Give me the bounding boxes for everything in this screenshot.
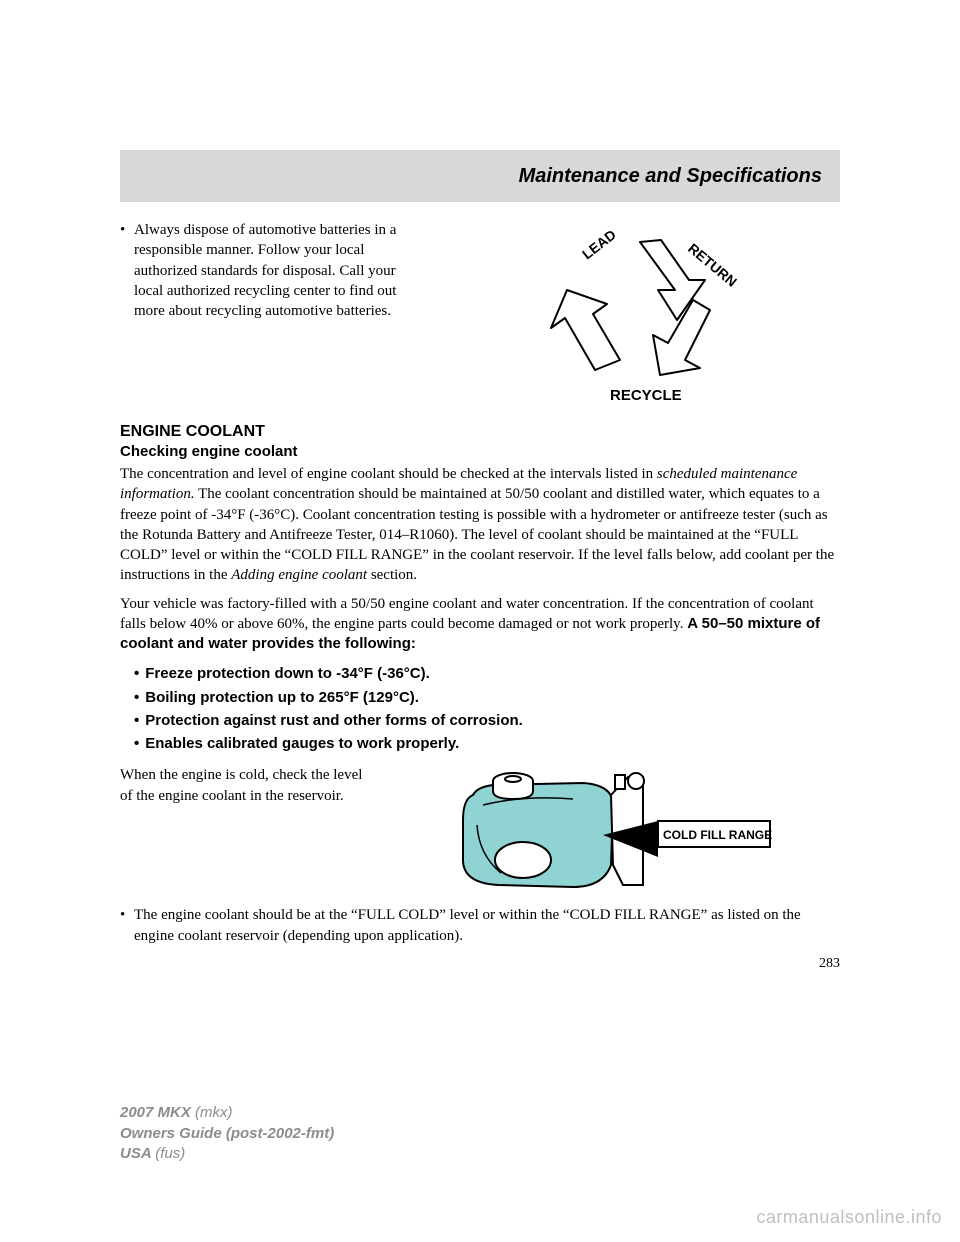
- battery-disposal-row: • Always dispose of automotive batteries…: [120, 220, 840, 405]
- footer-block: 2007 MKX (mkx) Owners Guide (post-2002-f…: [120, 1103, 334, 1164]
- header-title: Maintenance and Specifications: [519, 165, 822, 188]
- coolant-level-text: The engine coolant should be at the “FUL…: [134, 905, 840, 946]
- recycle-icon: LEAD RETURN RECYCLE: [525, 220, 755, 405]
- page-content: Maintenance and Specifications • Always …: [0, 0, 960, 972]
- footer-region-code: (fus): [155, 1145, 185, 1162]
- coldcheck-row: When the engine is cold, check the level…: [120, 765, 840, 895]
- coolant-reservoir-icon: COLD FILL RANGE: [453, 765, 773, 895]
- reservoir-label-text: COLD FILL RANGE: [663, 828, 772, 842]
- page-number: 283: [120, 956, 840, 972]
- bullet-dot-icon: •: [120, 220, 134, 321]
- footer-guide: Owners Guide (post-2002-fmt): [120, 1125, 334, 1142]
- p1-t2: The coolant concentration should be main…: [120, 486, 834, 583]
- footer-model: 2007 MKX: [120, 1104, 195, 1121]
- benefits-list: Freeze protection down to -34°F (-36°C).…: [120, 662, 840, 755]
- benefit-item: Boiling protection up to 265°F (129°C).: [134, 686, 840, 709]
- paragraph-factory-fill: Your vehicle was factory-filled with a 5…: [120, 594, 840, 655]
- paragraph-coolant-concentration: The concentration and level of engine co…: [120, 464, 840, 586]
- benefit-item: Enables calibrated gauges to work proper…: [134, 732, 840, 755]
- benefit-item: Freeze protection down to -34°F (-36°C).: [134, 662, 840, 685]
- header-bar: Maintenance and Specifications: [120, 150, 840, 202]
- watermark-text: carmanualsonline.info: [756, 1207, 942, 1228]
- coldcheck-text: When the engine is cold, check the level…: [120, 765, 365, 895]
- recycle-figure: LEAD RETURN RECYCLE: [440, 220, 840, 405]
- coolant-level-bullet: • The engine coolant should be at the “F…: [120, 905, 840, 946]
- battery-disposal-bullet: • Always dispose of automotive batteries…: [120, 220, 420, 405]
- subheading-checking-coolant: Checking engine coolant: [120, 443, 840, 460]
- battery-disposal-text: Always dispose of automotive batteries i…: [134, 220, 420, 321]
- p1-i2: Adding engine coolant: [231, 567, 367, 583]
- p1-t1: The concentration and level of engine co…: [120, 466, 657, 482]
- section-heading-engine-coolant: ENGINE COOLANT: [120, 423, 840, 441]
- bullet-dot-icon: •: [120, 905, 134, 946]
- footer-region: USA: [120, 1145, 155, 1162]
- benefit-item: Protection against rust and other forms …: [134, 709, 840, 732]
- recycle-label-lead: LEAD: [579, 226, 619, 262]
- reservoir-figure: COLD FILL RANGE: [385, 765, 840, 895]
- footer-model-code: (mkx): [195, 1104, 233, 1121]
- recycle-label-bottom: RECYCLE: [610, 387, 682, 404]
- p1-t3: section.: [367, 567, 417, 583]
